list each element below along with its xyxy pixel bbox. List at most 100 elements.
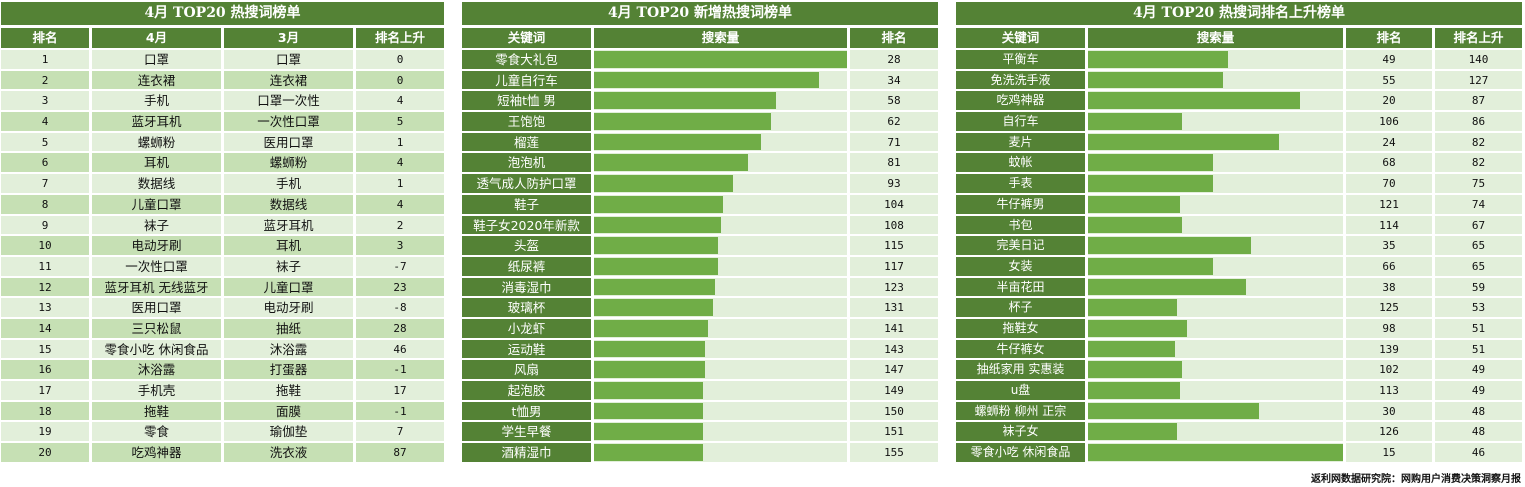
keyword-cell: 透气成人防护口罩 xyxy=(462,174,591,193)
rank-rise-cell: 28 xyxy=(356,318,444,338)
search-volume-bar-cell xyxy=(594,443,847,462)
keyword-cell: 麦片 xyxy=(956,132,1085,152)
keyword-cell: 抽纸家用 实惠装 xyxy=(956,360,1085,379)
rank-cell: 16 xyxy=(1,360,89,379)
search-volume-bar xyxy=(1088,237,1252,254)
rank-cell: 8 xyxy=(1,194,89,214)
search-volume-bar xyxy=(1088,216,1183,234)
march-keyword-cell: 数据线 xyxy=(224,194,353,214)
april-keyword-cell: 电动牙刷 xyxy=(92,236,221,255)
march-keyword-cell: 手机 xyxy=(224,174,353,193)
rank-cell: 81 xyxy=(850,153,938,173)
keyword-cell: 螺蛳粉 柳州 正宗 xyxy=(956,401,1085,421)
rank-cell: 7 xyxy=(1,174,89,193)
rank-cell: 38 xyxy=(1346,277,1432,297)
table-row: 完美日记 35 65 xyxy=(956,236,1522,255)
table-row: 10 电动牙刷 耳机 3 xyxy=(1,236,444,255)
march-keyword-cell: 蓝牙耳机 xyxy=(224,215,353,235)
header-keyword: 关键词 xyxy=(956,28,1085,48)
rank-rise-cell: 65 xyxy=(1435,236,1522,255)
rank-rise-cell: 46 xyxy=(356,339,444,359)
search-volume-bar xyxy=(594,423,703,441)
keyword-cell: 免洗洗手液 xyxy=(956,70,1085,90)
table-row: 20 吃鸡神器 洗衣液 87 xyxy=(1,443,444,462)
table-row: 2 连衣裙 连衣裙 0 xyxy=(1,70,444,90)
march-keyword-cell: 医用口罩 xyxy=(224,132,353,152)
table-row: 吃鸡神器 20 87 xyxy=(956,91,1522,111)
rank-rise-cell: 53 xyxy=(1435,298,1522,317)
top20-new-hot-search-table: 4月 TOP20 新增热搜词榜单 关键词 搜索量 排名 零食大礼包 28 儿童自行车… xyxy=(462,2,938,464)
table-row: 17 手机壳 拖鞋 17 xyxy=(1,381,444,400)
rank-rise-cell: -1 xyxy=(356,401,444,421)
rank-rise-cell: 74 xyxy=(1435,194,1522,214)
rank-rise-cell: 67 xyxy=(1435,215,1522,235)
rank-cell: 6 xyxy=(1,153,89,173)
search-volume-bar xyxy=(594,133,761,151)
april-keyword-cell: 一次性口罩 xyxy=(92,256,221,276)
table-row: 短袖t恤 男 58 xyxy=(462,91,938,111)
search-volume-bar-cell xyxy=(594,194,847,214)
rank-cell: 126 xyxy=(1346,422,1432,442)
table-row: 18 拖鞋 面膜 -1 xyxy=(1,401,444,421)
search-volume-bar-cell xyxy=(1088,112,1343,131)
table-row: 起泡胶 149 xyxy=(462,381,938,400)
search-volume-bar xyxy=(594,299,713,316)
rank-rise-cell: 87 xyxy=(356,443,444,462)
rank-rise-cell: 2 xyxy=(356,215,444,235)
keyword-cell: 鞋子女2020年新款 xyxy=(462,215,591,235)
keyword-cell: 手表 xyxy=(956,174,1085,193)
keyword-cell: 吃鸡神器 xyxy=(956,91,1085,111)
table-row: 免洗洗手液 55 127 xyxy=(956,70,1522,90)
search-volume-bar-cell xyxy=(1088,318,1343,338)
header-rank: 排名 xyxy=(1346,28,1432,48)
rank-rise-cell: 1 xyxy=(356,132,444,152)
rank-cell: 9 xyxy=(1,215,89,235)
table-row: 透气成人防护口罩 93 xyxy=(462,174,938,193)
keyword-cell: 半亩花田 xyxy=(956,277,1085,297)
rank-cell: 3 xyxy=(1,91,89,111)
rank-cell: 13 xyxy=(1,298,89,317)
april-keyword-cell: 沐浴露 xyxy=(92,360,221,379)
keyword-cell: 酒精湿巾 xyxy=(462,443,591,462)
rank-cell: 12 xyxy=(1,277,89,297)
rank-cell: 117 xyxy=(850,256,938,276)
rank-cell: 19 xyxy=(1,422,89,442)
rank-cell: 24 xyxy=(1346,132,1432,152)
april-keyword-cell: 蓝牙耳机 无线蓝牙 xyxy=(92,277,221,297)
rank-rise-cell: 51 xyxy=(1435,339,1522,359)
rank-cell: 113 xyxy=(1346,381,1432,400)
search-volume-bar xyxy=(594,237,718,254)
rank-cell: 143 xyxy=(850,339,938,359)
rank-cell: 30 xyxy=(1346,401,1432,421)
search-volume-bar xyxy=(1088,133,1280,151)
march-keyword-cell: 打蛋器 xyxy=(224,360,353,379)
rank-rise-cell: 4 xyxy=(356,153,444,173)
rank-rise-cell: 140 xyxy=(1435,50,1522,69)
keyword-cell: 平衡车 xyxy=(956,50,1085,69)
table-row: 9 袜子 蓝牙耳机 2 xyxy=(1,215,444,235)
table-row: 12 蓝牙耳机 无线蓝牙 儿童口罩 23 xyxy=(1,277,444,297)
search-volume-bar xyxy=(594,216,721,234)
rank-cell: 1 xyxy=(1,50,89,69)
search-volume-bar xyxy=(594,175,734,192)
table-row: 15 零食小吃 休闲食品 沐浴露 46 xyxy=(1,339,444,359)
table-row: 手表 70 75 xyxy=(956,174,1522,193)
search-volume-bar-cell xyxy=(1088,277,1343,297)
keyword-cell: 风扇 xyxy=(462,360,591,379)
rank-cell: 66 xyxy=(1346,256,1432,276)
search-volume-bar-cell xyxy=(1088,174,1343,193)
keyword-cell: 小龙虾 xyxy=(462,318,591,338)
april-keyword-cell: 医用口罩 xyxy=(92,298,221,317)
rank-cell: 34 xyxy=(850,70,938,90)
table-row: 零食小吃 休闲食品 15 46 xyxy=(956,443,1522,462)
table-row: 榴莲 71 xyxy=(462,132,938,152)
april-keyword-cell: 口罩 xyxy=(92,50,221,69)
rank-cell: 114 xyxy=(1346,215,1432,235)
rank-cell: 11 xyxy=(1,256,89,276)
march-keyword-cell: 螺蛳粉 xyxy=(224,153,353,173)
search-volume-bar xyxy=(1088,154,1213,172)
rank-cell: 123 xyxy=(850,277,938,297)
keyword-cell: 鞋子 xyxy=(462,194,591,214)
keyword-cell: 杯子 xyxy=(956,298,1085,317)
march-keyword-cell: 儿童口罩 xyxy=(224,277,353,297)
